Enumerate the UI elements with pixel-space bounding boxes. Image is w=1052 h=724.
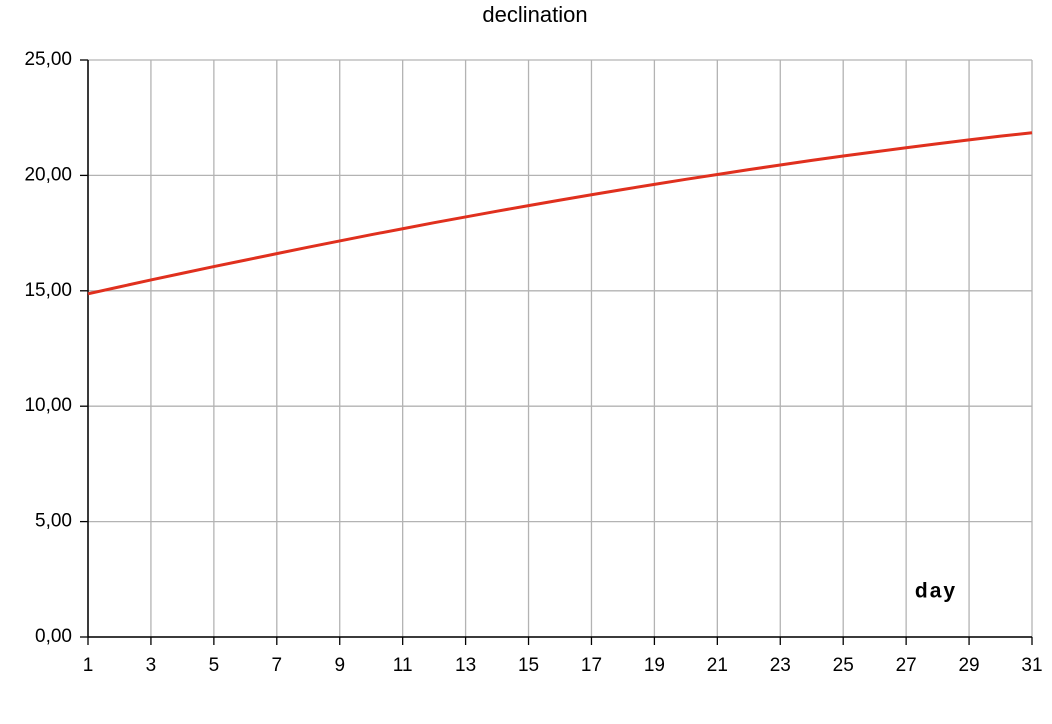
chart-title: declination [482, 2, 587, 27]
x-tick-label: 25 [833, 655, 854, 676]
x-tick-label: 21 [707, 655, 728, 676]
x-tick-label: 9 [334, 655, 345, 676]
y-tick-label: 0,00 [35, 626, 72, 647]
y-tick-label: 25,00 [24, 49, 72, 70]
y-tick-label: 10,00 [24, 395, 72, 416]
data-line [87, 131, 1033, 296]
x-tick-label: 7 [272, 655, 283, 676]
x-tick-label: 29 [958, 655, 979, 676]
x-tick-label: 19 [644, 655, 665, 676]
x-axis-label: day [915, 580, 957, 603]
y-tick-label: 20,00 [24, 164, 72, 185]
x-tick-label: 31 [1021, 655, 1042, 676]
x-tick-label: 27 [896, 655, 917, 676]
x-tick-label: 13 [455, 655, 476, 676]
x-tick-label: 3 [146, 655, 157, 676]
y-tick-label: 15,00 [24, 280, 72, 301]
x-tick-label: 5 [209, 655, 220, 676]
x-tick-label: 11 [393, 655, 413, 676]
x-tick-label: 15 [518, 655, 539, 676]
x-tick-label: 17 [581, 655, 602, 676]
x-tick-label: 1 [83, 655, 94, 676]
y-tick-label: 5,00 [35, 511, 72, 532]
x-tick-label: 23 [770, 655, 791, 676]
